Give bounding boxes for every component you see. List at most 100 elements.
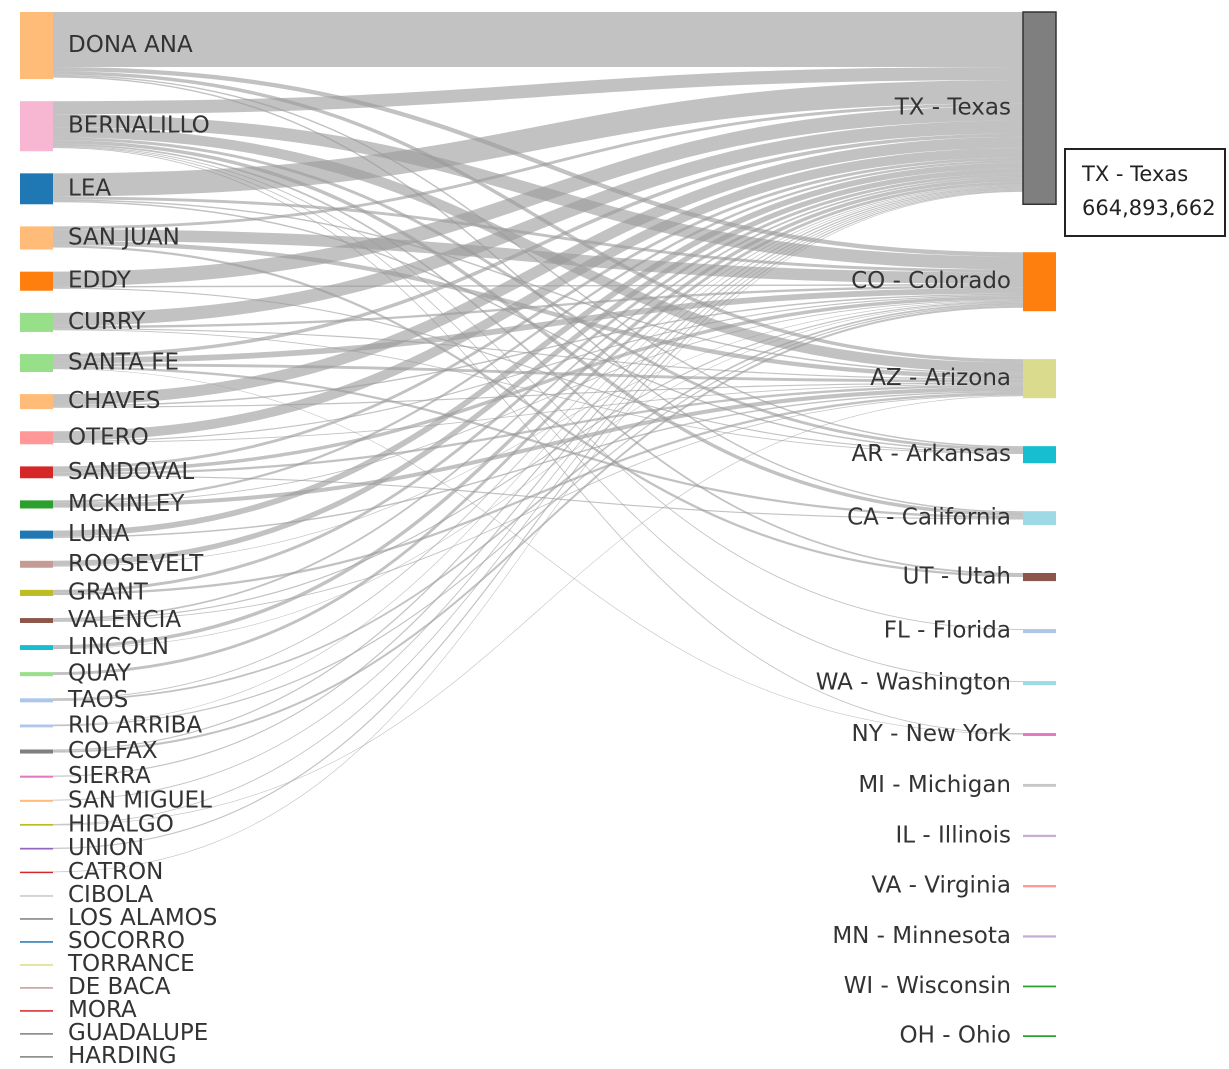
target-label: MN - Minnesota: [832, 923, 1011, 949]
target-node: [1023, 511, 1056, 526]
source-node: [20, 895, 53, 897]
source-label: CATRON: [68, 859, 163, 885]
target-node: [1023, 935, 1056, 938]
source-node: [20, 672, 53, 677]
link: [52, 184, 1024, 700]
source-node: [20, 941, 53, 943]
source-label: LEA: [68, 175, 111, 201]
link: [52, 368, 1024, 735]
link: [52, 395, 1024, 826]
link: [52, 136, 1024, 406]
target-label: VA - Virginia: [871, 873, 1011, 899]
link: [52, 120, 1024, 326]
tooltip-value: 664,893,662: [1082, 196, 1216, 220]
source-node: [20, 1056, 53, 1058]
source-label: TORRANCE: [67, 951, 195, 977]
target-label: AR - Arkansas: [852, 441, 1011, 467]
target-label: IL - Illinois: [896, 822, 1012, 848]
source-node: [20, 1033, 53, 1035]
source-label: UNION: [68, 835, 144, 861]
target-label: CA - California: [847, 505, 1011, 531]
link: [52, 162, 1024, 537]
source-label: BERNALILLO: [68, 113, 210, 139]
source-node: [20, 226, 53, 250]
source-node: [20, 354, 53, 372]
target-node: [1023, 359, 1056, 399]
link: [52, 103, 1024, 230]
target-node: [1022, 11, 1057, 206]
link: [52, 199, 1024, 375]
link: [52, 386, 1024, 508]
source-node: [20, 698, 53, 703]
target-label: TX - Texas: [894, 95, 1011, 121]
source-label: TAOS: [67, 687, 128, 713]
link: [52, 240, 1024, 379]
link: [52, 302, 1024, 650]
source-node: [20, 312, 53, 332]
source-node: [20, 101, 53, 152]
source-node: [20, 466, 53, 479]
source-label: DONA ANA: [68, 32, 193, 58]
source-label: LINCOLN: [68, 634, 169, 660]
source-label: HIDALGO: [68, 811, 174, 837]
link: [52, 188, 1024, 801]
link: [52, 133, 1024, 358]
target-label: WI - Wisconsin: [844, 973, 1011, 999]
link: [52, 229, 1024, 285]
source-label: COLFAX: [68, 738, 158, 764]
source-label: SAN MIGUEL: [68, 787, 212, 813]
source-label: SANDOVAL: [68, 459, 194, 485]
source-label: HARDING: [68, 1043, 177, 1069]
link: [52, 363, 1024, 383]
link: [52, 328, 1024, 380]
target-label: FL - Florida: [884, 618, 1011, 644]
source-node: [20, 799, 53, 802]
source-node: [20, 918, 53, 920]
link: [52, 329, 1024, 454]
source-label: CHAVES: [68, 388, 160, 414]
source-node: [20, 871, 53, 874]
link: [52, 196, 1024, 273]
target-node: [1023, 629, 1056, 634]
source-label: SIERRA: [68, 763, 151, 789]
source-node: [20, 271, 53, 291]
source-node: [20, 589, 53, 596]
links: [52, 12, 1024, 873]
link: [52, 178, 1024, 649]
source-node: [20, 431, 53, 445]
link: [52, 176, 1024, 620]
tooltip-name: TX - Texas: [1081, 162, 1188, 186]
source-label: RIO ARRIBA: [68, 712, 202, 738]
link: [52, 475, 1024, 520]
link: [52, 173, 1024, 593]
source-label: EDDY: [68, 268, 132, 294]
target-node: [1023, 985, 1056, 988]
link: [52, 287, 1024, 364]
source-label: MCKINLEY: [68, 491, 185, 517]
link: [52, 300, 1024, 567]
source-label: MORA: [68, 997, 137, 1023]
source-node: [20, 964, 53, 966]
target-label: CO - Colorado: [851, 268, 1011, 294]
link: [52, 66, 1024, 257]
target-label: OH - Ohio: [900, 1023, 1011, 1049]
link: [52, 105, 1024, 287]
link: [52, 66, 1024, 115]
link: [52, 191, 1024, 873]
source-label: SOCORRO: [68, 928, 185, 954]
source-label: SAN JUAN: [68, 224, 180, 250]
link: [52, 284, 1024, 288]
link: [52, 127, 1024, 373]
target-node: [1023, 573, 1056, 582]
nodes: DONA ANA BERNALILLO LEA SAN JUAN EDDY CURRY SA…: [20, 11, 1057, 1069]
link: [52, 186, 1024, 751]
target-node: [1023, 446, 1056, 464]
link: [52, 394, 1024, 622]
link: [52, 79, 1024, 197]
link: [52, 147, 1024, 441]
target-label: WA - Washington: [816, 670, 1011, 696]
source-node: [20, 724, 53, 728]
source-label: LUNA: [68, 521, 130, 547]
source-node: [20, 775, 53, 778]
